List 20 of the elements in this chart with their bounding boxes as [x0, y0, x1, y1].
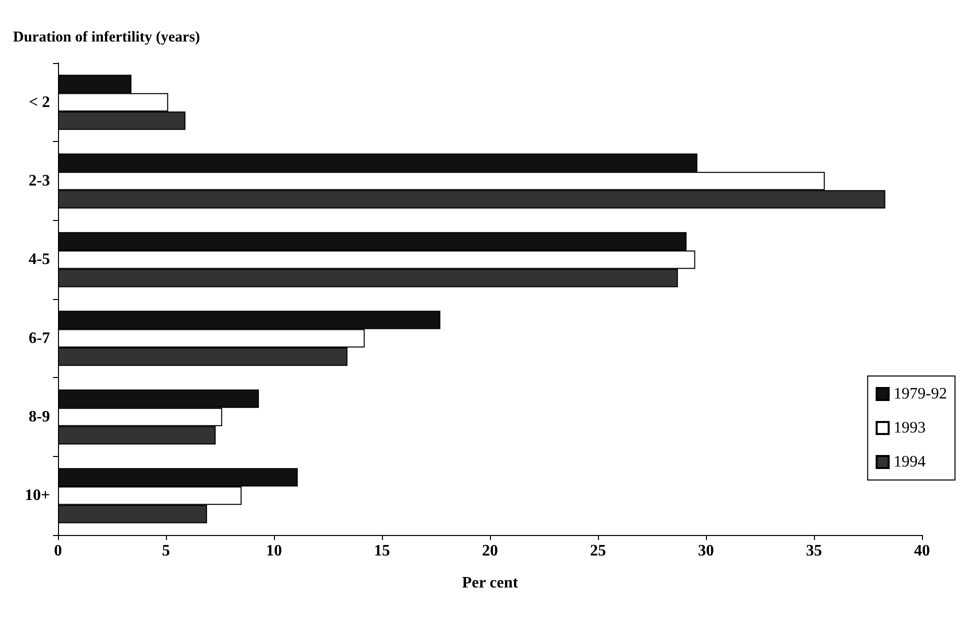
x-tick-label: 0 — [54, 542, 62, 560]
y-tick-label: 10+ — [24, 487, 50, 504]
x-tick-label: 5 — [162, 542, 170, 560]
x-tick-label: 15 — [374, 542, 390, 560]
x-tick-label: 25 — [590, 542, 606, 560]
legend-label: 1993 — [894, 420, 926, 436]
x-tick-label: 20 — [482, 542, 498, 560]
x-tick-label: 40 — [914, 542, 930, 560]
legend-label: 1994 — [894, 454, 926, 470]
x-tick-label: 35 — [806, 542, 822, 560]
y-tick-label: 4-5 — [28, 251, 50, 268]
y-tick-label: 8-9 — [28, 408, 50, 426]
x-tick-label: 30 — [698, 542, 714, 560]
x-tick-label: 10 — [266, 542, 282, 560]
y-tick-label: < 2 — [28, 94, 50, 111]
x-axis-title: Per cent — [462, 574, 519, 592]
y-tick-label: 6-7 — [28, 330, 50, 347]
y-axis-title: Duration of infertility (years) — [13, 30, 200, 46]
y-tick-label: 2-3 — [28, 172, 50, 190]
legend-label: 1979-92 — [894, 386, 947, 402]
